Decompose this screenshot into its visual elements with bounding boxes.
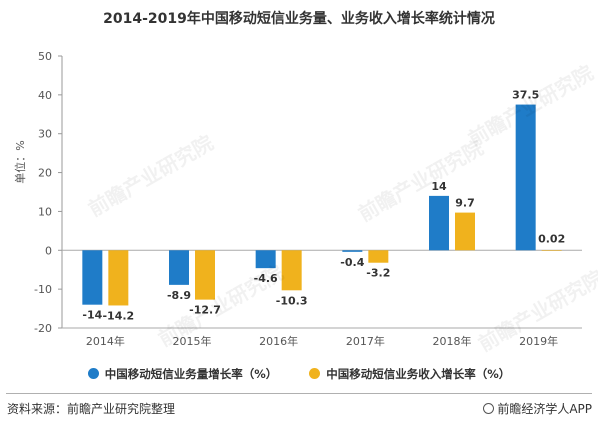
legend-item-revenue[interactable]: 中国移动短信业务收入增长率（%） (309, 366, 510, 382)
y-tick-label: 0 (45, 244, 52, 257)
bar-revenue (195, 250, 215, 300)
y-tick-label: -20 (34, 322, 52, 335)
data-label: 9.7 (455, 197, 475, 210)
data-label: -0.4 (340, 256, 364, 269)
bar-revenue (108, 250, 129, 306)
y-axis-label: 单位：% (13, 140, 27, 183)
bar-volume (255, 250, 276, 269)
brand-logo-icon (483, 403, 495, 414)
x-tick-label: 2015年 (173, 334, 212, 348)
legend-label-volume: 中国移动短信业务量增长率（%） (104, 367, 278, 381)
data-label: -10.3 (276, 294, 308, 307)
x-tick-label: 2018年 (433, 334, 472, 348)
legend-item-volume[interactable]: 中国移动短信业务量增长率（%） (87, 366, 278, 382)
legend-marker-revenue (309, 368, 321, 379)
bar-volume (342, 250, 363, 252)
chart-title: 2014-2019年中国移动短信业务量、业务收入增长率统计情况 (103, 11, 495, 27)
brand-credit: 前瞻经济学人APP (483, 400, 592, 417)
y-tick-label: 30 (38, 128, 52, 141)
data-label: -4.6 (254, 272, 278, 285)
bar-revenue (541, 250, 562, 251)
source-note: 资料来源：前瞻产业研究院整理 (7, 402, 176, 416)
data-label: -14.2 (102, 309, 134, 322)
x-tick-label: 2014年 (86, 334, 125, 348)
x-tick-label: 2019年 (519, 334, 558, 348)
y-tick-label: 10 (38, 205, 52, 218)
bar-revenue (455, 212, 475, 251)
data-label: 37.5 (512, 89, 539, 102)
data-label: -14 (82, 309, 102, 322)
data-label: -12.7 (189, 304, 221, 317)
bar-volume (169, 250, 189, 285)
data-label: -3.2 (366, 267, 390, 280)
bar-volume (82, 250, 103, 305)
bar-volume (429, 195, 449, 251)
bar-revenue (281, 250, 302, 291)
x-tick-label: 2016年 (259, 334, 298, 348)
y-tick-label: 50 (38, 50, 52, 63)
legend-label-revenue: 中国移动短信业务收入增长率（%） (326, 367, 511, 381)
y-tick-label: -10 (34, 283, 52, 296)
data-label: 0.02 (538, 232, 565, 245)
bar-volume (515, 104, 536, 251)
brand-label: 前瞻经济学人APP (497, 402, 592, 416)
data-label: -8.9 (167, 289, 191, 302)
legend: 中国移动短信业务量增长率（%） 中国移动短信业务收入增长率（%） (0, 366, 598, 382)
bar-revenue (368, 250, 389, 263)
y-tick-label: 40 (38, 89, 52, 102)
footer-divider (6, 393, 592, 394)
data-label: 14 (431, 180, 447, 193)
legend-marker-volume (87, 368, 99, 379)
x-tick-label: 2017年 (346, 334, 385, 348)
y-tick-label: 20 (38, 167, 52, 180)
